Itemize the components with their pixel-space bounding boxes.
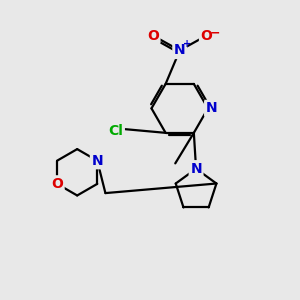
Text: O: O [147,28,159,43]
Text: −: − [209,26,220,39]
Text: +: + [183,40,191,50]
Text: Cl: Cl [108,124,123,138]
Text: N: N [190,162,202,176]
Text: O: O [51,177,63,191]
Text: O: O [200,28,212,43]
Text: N: N [92,154,103,168]
Text: N: N [206,101,217,116]
Text: N: N [174,44,185,57]
